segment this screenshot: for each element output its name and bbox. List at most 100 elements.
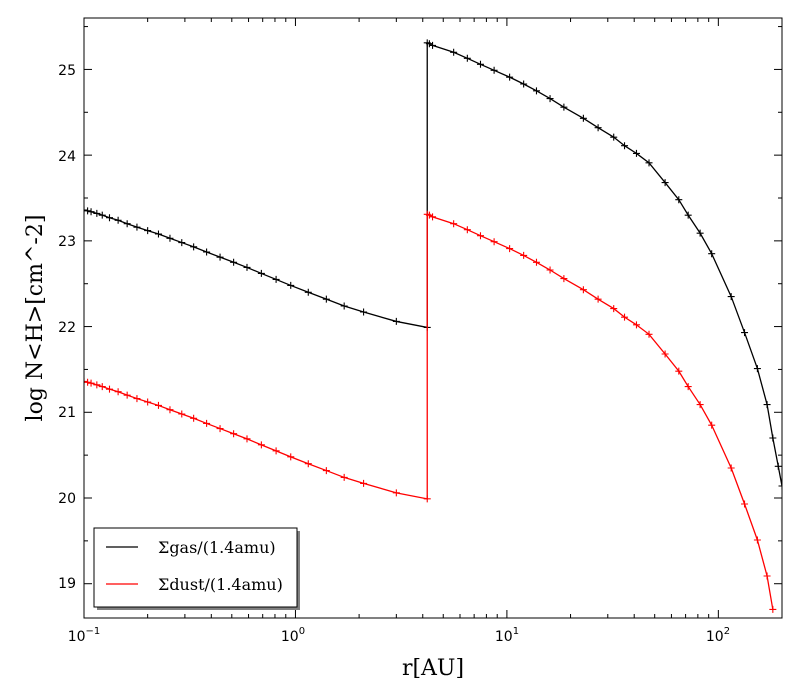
marker-0-32 (476, 60, 484, 68)
marker-0-19 (272, 275, 280, 283)
marker-0-6 (114, 216, 122, 224)
series-line-0 (84, 41, 782, 487)
y-tick-label-21: 21 (58, 405, 76, 421)
marker-0-16 (230, 258, 238, 266)
marker-1-24 (360, 479, 368, 487)
marker-0-9 (144, 227, 152, 235)
marker-0-50 (727, 293, 735, 301)
marker-1-40 (594, 295, 602, 303)
marker-1-41 (610, 305, 618, 313)
marker-0-0 (84, 206, 88, 214)
marker-1-14 (203, 419, 211, 427)
marker-0-15 (216, 253, 224, 261)
marker-0-36 (532, 87, 540, 95)
marker-0-7 (123, 220, 131, 228)
marker-0-28 (425, 40, 433, 48)
marker-0-21 (304, 288, 312, 296)
marker-1-35 (520, 251, 528, 259)
y-tick-label-23: 23 (58, 234, 76, 250)
marker-1-32 (476, 232, 484, 240)
marker-0-20 (287, 281, 295, 289)
marker-1-15 (216, 425, 224, 433)
marker-1-28 (425, 211, 433, 219)
x-tick-label-0: 10−1 (68, 626, 101, 645)
marker-1-8 (133, 395, 141, 403)
ticks-layer (83, 18, 783, 618)
marker-1-19 (272, 447, 280, 455)
marker-1-49 (708, 421, 716, 429)
marker-0-3 (93, 209, 101, 217)
marker-1-53 (763, 572, 771, 580)
marker-0-8 (133, 223, 141, 231)
marker-0-31 (463, 54, 471, 62)
marker-0-44 (645, 159, 653, 167)
marker-1-12 (178, 410, 186, 418)
marker-1-6 (114, 388, 122, 396)
marker-1-2 (87, 379, 95, 387)
series-layer (84, 39, 782, 613)
marker-0-52 (753, 365, 761, 373)
marker-1-44 (645, 330, 653, 338)
marker-0-33 (490, 66, 498, 74)
legend: Σgas/(1.4amu) Σdust/(1.4amu) (93, 527, 300, 610)
y-tick-label-20: 20 (58, 491, 76, 507)
marker-0-12 (178, 239, 186, 247)
marker-0-34 (506, 73, 514, 81)
marker-1-50 (727, 464, 735, 472)
marker-1-45 (661, 350, 669, 358)
legend-label-gas: Σgas/(1.4amu) (158, 538, 276, 557)
marker-1-17 (243, 435, 251, 443)
marker-1-0 (84, 377, 88, 385)
marker-1-7 (123, 391, 131, 399)
marker-0-10 (154, 230, 162, 238)
legend-box (93, 527, 298, 608)
y-tick-label-24: 24 (58, 149, 76, 165)
marker-1-9 (144, 398, 152, 406)
marker-0-43 (632, 149, 640, 157)
marker-0-24 (360, 308, 368, 316)
marker-0-25 (392, 317, 400, 325)
marker-0-35 (520, 80, 528, 88)
marker-1-48 (696, 401, 704, 409)
marker-0-13 (190, 243, 198, 251)
marker-0-5 (105, 214, 113, 222)
marker-0-45 (661, 179, 669, 187)
y-axis-label: log N<H>[cm^-2] (23, 215, 48, 422)
marker-0-14 (203, 248, 211, 256)
marker-0-51 (741, 329, 749, 337)
marker-0-2 (87, 208, 95, 216)
x-tick-label-2: 101 (495, 626, 519, 645)
marker-0-40 (594, 124, 602, 132)
y-tick-label-19: 19 (58, 576, 76, 592)
marker-0-23 (340, 302, 348, 310)
marker-0-37 (546, 95, 554, 103)
y-tick-label-25: 25 (58, 63, 76, 79)
marker-0-56 (778, 482, 782, 490)
plot-frame (83, 17, 783, 619)
marker-1-46 (675, 367, 683, 375)
marker-0-39 (579, 114, 587, 122)
marker-0-17 (243, 263, 251, 271)
marker-1-13 (190, 414, 198, 422)
marker-1-4 (98, 383, 106, 391)
marker-1-36 (532, 258, 540, 266)
marker-0-30 (450, 48, 458, 56)
marker-0-22 (322, 295, 330, 303)
y-tick-label-22: 22 (58, 320, 76, 336)
marker-1-54 (769, 605, 777, 613)
x-axis-label: r[AU] (402, 656, 464, 681)
x-tick-label-1: 100 (281, 626, 305, 645)
marker-1-34 (506, 245, 514, 253)
marker-1-37 (546, 266, 554, 274)
marker-1-30 (450, 220, 458, 228)
marker-1-42 (621, 313, 629, 321)
marker-1-43 (632, 321, 640, 329)
marker-1-1 (84, 378, 92, 386)
marker-1-29 (429, 213, 437, 221)
marker-0-55 (774, 462, 782, 470)
marker-1-31 (463, 226, 471, 234)
marker-1-52 (753, 536, 761, 544)
marker-0-49 (708, 250, 716, 258)
marker-1-39 (579, 286, 587, 294)
marker-1-25 (392, 489, 400, 497)
